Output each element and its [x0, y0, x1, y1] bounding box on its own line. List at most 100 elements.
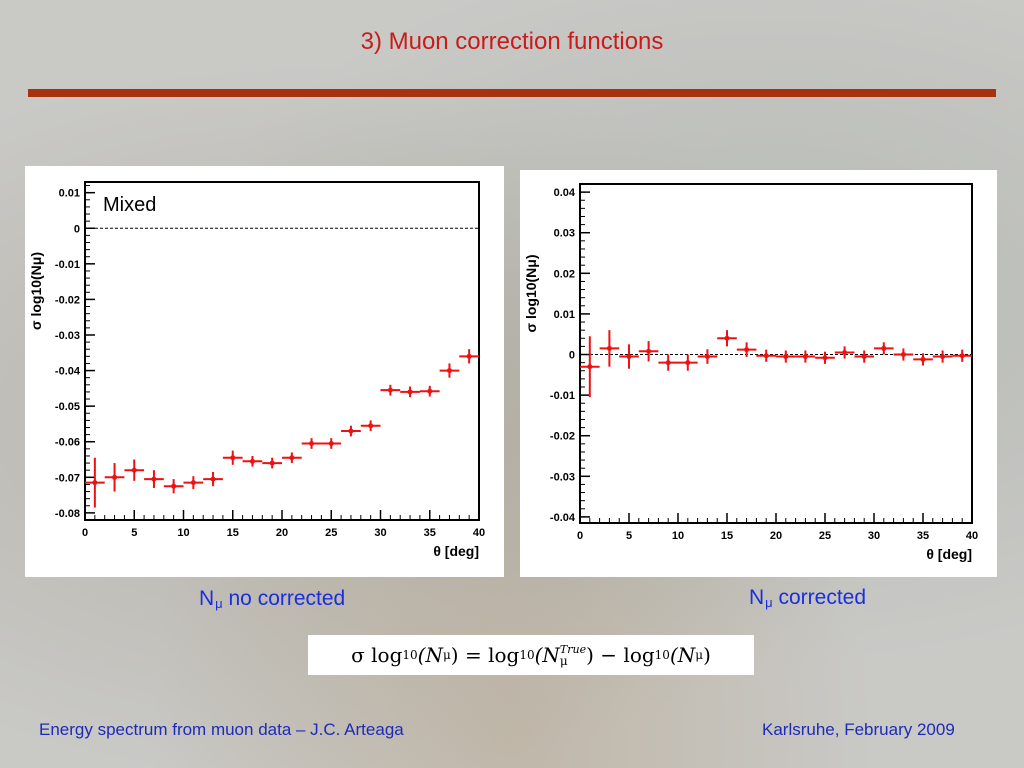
data-point [697, 349, 718, 364]
x-tick-label: 30 [374, 527, 386, 539]
caption-right: Nμ corrected [749, 586, 866, 610]
y-tick-label: 0 [74, 223, 80, 235]
y-tick-label: -0.04 [550, 512, 576, 524]
data-point [400, 386, 420, 398]
data-marker [309, 441, 315, 447]
y-tick-label: -0.04 [55, 366, 81, 378]
formula-box: σ log 10 (N μ) = log 10 (N True μ) − log 10 (N μ) [308, 635, 754, 675]
data-point [124, 459, 145, 481]
data-marker [920, 356, 926, 362]
x-tick-label: 30 [868, 530, 880, 542]
formula-base-1: 10 [402, 648, 418, 662]
formula-close-1: ) [450, 643, 459, 667]
data-marker [959, 353, 965, 359]
data-point [321, 438, 342, 449]
data-marker [626, 354, 632, 360]
data-marker [724, 335, 730, 341]
y-tick-label: 0 [569, 350, 575, 362]
chart-panel-left: 0.01 0 -0.01 -0.02 -0.03 -0.04 -0.05 -0.06 -0.07… [25, 166, 504, 577]
title-divider [28, 89, 996, 97]
data-marker [783, 354, 789, 360]
y-axis-label: σ log10(Nμ) [28, 252, 44, 330]
data-marker [606, 345, 612, 351]
slide-title: 3) Muon correction functions [360, 28, 664, 55]
data-point [360, 420, 381, 432]
y-tick-label: -0.05 [55, 401, 80, 413]
data-point [638, 341, 659, 362]
data-point [439, 363, 460, 378]
data-point [459, 349, 479, 364]
data-marker [112, 474, 118, 480]
data-marker [940, 354, 946, 360]
x-tick-label: 15 [227, 527, 239, 539]
data-point [262, 457, 282, 469]
data-point [599, 330, 620, 367]
formula-mu-2: μ [559, 653, 568, 668]
y-tick-label: -0.07 [55, 472, 80, 484]
caption-right-rest: corrected [772, 586, 867, 609]
data-point [658, 354, 678, 371]
data-point [580, 336, 600, 398]
formula-base-2: 10 [519, 648, 535, 662]
y-tick-label: -0.03 [550, 471, 575, 483]
data-marker [210, 476, 216, 482]
y-tick-label: -0.01 [550, 390, 575, 402]
data-marker [744, 347, 750, 353]
footer-right: Karlsruhe, February 2009 [762, 720, 955, 739]
x-tick-label: 20 [276, 527, 288, 539]
x-axis-label: θ [deg] [433, 543, 479, 559]
data-marker [151, 476, 157, 482]
data-point [736, 342, 757, 357]
data-marker [387, 387, 393, 393]
data-marker [881, 345, 887, 351]
data-point [85, 457, 105, 508]
y-tick-label: -0.01 [55, 259, 80, 271]
y-tick-label: -0.06 [55, 437, 80, 449]
data-marker [685, 360, 691, 366]
x-tick-label: 20 [770, 530, 782, 542]
y-tick-label: -0.03 [55, 330, 80, 342]
data-point [104, 463, 125, 492]
data-marker [587, 364, 593, 370]
x-axis-label: θ [deg] [926, 546, 972, 562]
y-tick-label: 0.01 [554, 309, 575, 321]
data-point [717, 330, 737, 347]
caption-left: Nμ no corrected [199, 587, 345, 611]
caption-right-main: N [749, 586, 765, 609]
data-point [242, 455, 263, 467]
x-tick-label: 5 [626, 530, 632, 542]
data-marker [802, 354, 808, 360]
formula-mu-3: μ [695, 648, 704, 662]
data-marker [446, 368, 452, 374]
x-tick-label: 0 [577, 530, 583, 542]
data-marker [249, 458, 255, 464]
caption-left-main: N [199, 587, 215, 610]
formula-equals: = [464, 643, 482, 667]
formula-log-1: log [371, 643, 403, 667]
formula-close-3: ) [703, 643, 711, 667]
data-marker [646, 348, 652, 354]
data-point [854, 350, 874, 363]
y-axis-label: σ log10(Nμ) [523, 254, 539, 332]
data-point [222, 450, 243, 465]
y-tick-label: 0.02 [554, 268, 575, 280]
formula-mu-1: μ [442, 648, 451, 662]
data-point [678, 354, 698, 371]
data-marker [466, 353, 472, 359]
data-point [183, 476, 204, 490]
data-point [282, 452, 302, 464]
data-marker [328, 441, 334, 447]
y-tick-label: -0.08 [55, 508, 80, 520]
chart-left-svg: 0.01 0 -0.01 -0.02 -0.03 -0.04 -0.05 -0.06 -0.07… [28, 181, 485, 559]
x-tick-label: 40 [966, 530, 978, 542]
formula-minus: − [600, 643, 618, 667]
formula-sigma: σ [351, 643, 365, 667]
caption-left-rest: no corrected [222, 587, 346, 610]
data-point [203, 471, 223, 487]
data-marker [348, 428, 354, 434]
data-marker [190, 480, 196, 486]
formula-sup-true: True [559, 642, 587, 656]
data-marker [900, 352, 906, 358]
data-point [815, 351, 835, 364]
data-point [874, 342, 894, 355]
